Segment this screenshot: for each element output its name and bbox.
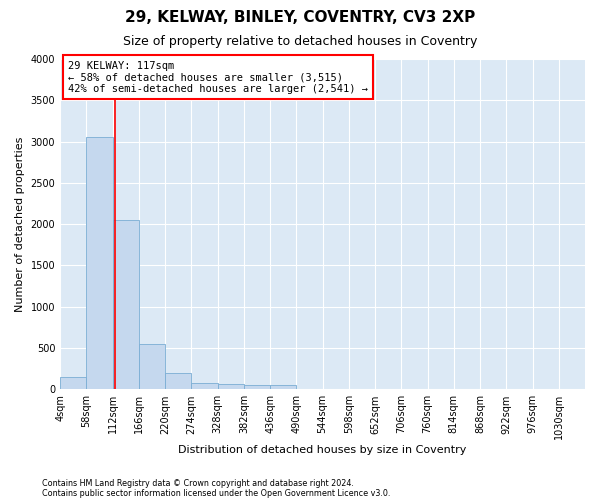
X-axis label: Distribution of detached houses by size in Coventry: Distribution of detached houses by size …	[178, 445, 467, 455]
Bar	[191, 382, 218, 390]
Bar	[244, 385, 270, 390]
Text: 29 KELWAY: 117sqm
← 58% of detached houses are smaller (3,515)
42% of semi-detac: 29 KELWAY: 117sqm ← 58% of detached hous…	[68, 60, 368, 94]
Bar	[60, 377, 86, 390]
Bar	[139, 344, 165, 390]
Text: Contains public sector information licensed under the Open Government Licence v3: Contains public sector information licen…	[42, 488, 391, 498]
Bar	[218, 384, 244, 390]
Text: 29, KELWAY, BINLEY, COVENTRY, CV3 2XP: 29, KELWAY, BINLEY, COVENTRY, CV3 2XP	[125, 10, 475, 25]
Bar	[86, 138, 113, 390]
Bar	[165, 373, 191, 390]
Bar	[113, 220, 139, 390]
Y-axis label: Number of detached properties: Number of detached properties	[15, 136, 25, 312]
Bar	[270, 385, 296, 390]
Text: Contains HM Land Registry data © Crown copyright and database right 2024.: Contains HM Land Registry data © Crown c…	[42, 478, 354, 488]
Text: Size of property relative to detached houses in Coventry: Size of property relative to detached ho…	[123, 35, 477, 48]
